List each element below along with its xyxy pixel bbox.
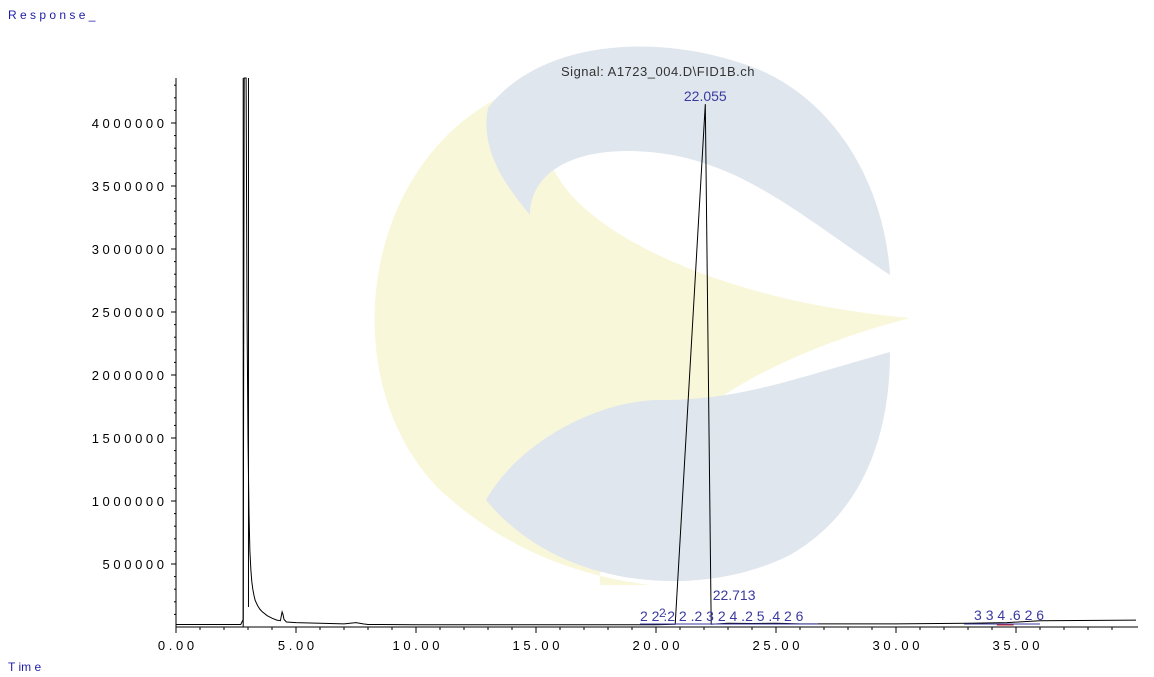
x-tick-label: 3 0 . 0 0 bbox=[873, 638, 920, 653]
peak-label: 22.055 bbox=[684, 88, 727, 104]
overlapping-peak-label: 2 bbox=[659, 606, 666, 620]
y-tick-label: 2 5 0 0 0 0 0 bbox=[92, 305, 164, 320]
x-tick-label: 2 0 . 0 0 bbox=[633, 638, 680, 653]
y-tick-label: 1 0 0 0 0 0 0 bbox=[92, 494, 164, 509]
x-tick-label: 2 5 . 0 0 bbox=[753, 638, 800, 653]
plot-area bbox=[171, 77, 1138, 633]
watermark-logo bbox=[374, 46, 911, 585]
signal-title: Signal: A1723_004.D\FID1B.ch bbox=[561, 64, 755, 79]
watermark-blue-arc-top bbox=[486, 46, 890, 275]
x-tick-label: 0 . 0 0 bbox=[158, 638, 194, 653]
x-tick-label: 5 . 0 0 bbox=[278, 638, 314, 653]
x-tick-label: 1 0 . 0 0 bbox=[393, 638, 440, 653]
watermark-blue-arc-bottom bbox=[486, 352, 890, 582]
x-tick-label: 3 5 . 0 0 bbox=[993, 638, 1040, 653]
peak-label: 2 2 :2 2 .2 3 2 4 .2 5 .4 2 6 bbox=[640, 608, 804, 624]
x-tick-label: 1 5 . 0 0 bbox=[513, 638, 560, 653]
y-tick-label: 5 0 0 0 0 0 bbox=[103, 557, 164, 572]
annotation-layer: 5 0 0 0 0 0 1 0 0 0 0 0 0 1 5 0 0 0 0 0 2 0… bbox=[92, 88, 1045, 653]
watermark-yellow-crescent bbox=[374, 88, 911, 585]
peak-label: 3 3 4 .6 2 6 bbox=[974, 607, 1044, 623]
y-tick-label: 1 5 0 0 0 0 0 bbox=[92, 431, 164, 446]
peak-label: 22.713 bbox=[713, 587, 756, 603]
y-tick-label: 4 0 0 0 0 0 0 bbox=[92, 116, 164, 131]
y-tick-label: 3 0 0 0 0 0 0 bbox=[92, 242, 164, 257]
x-axis-title: T im e bbox=[8, 660, 41, 674]
y-axis-title: R e s p o n s e _ bbox=[8, 8, 96, 22]
y-tick-label: 3 5 0 0 0 0 0 bbox=[92, 179, 164, 194]
y-tick-label: 2 0 0 0 0 0 0 bbox=[92, 368, 164, 383]
